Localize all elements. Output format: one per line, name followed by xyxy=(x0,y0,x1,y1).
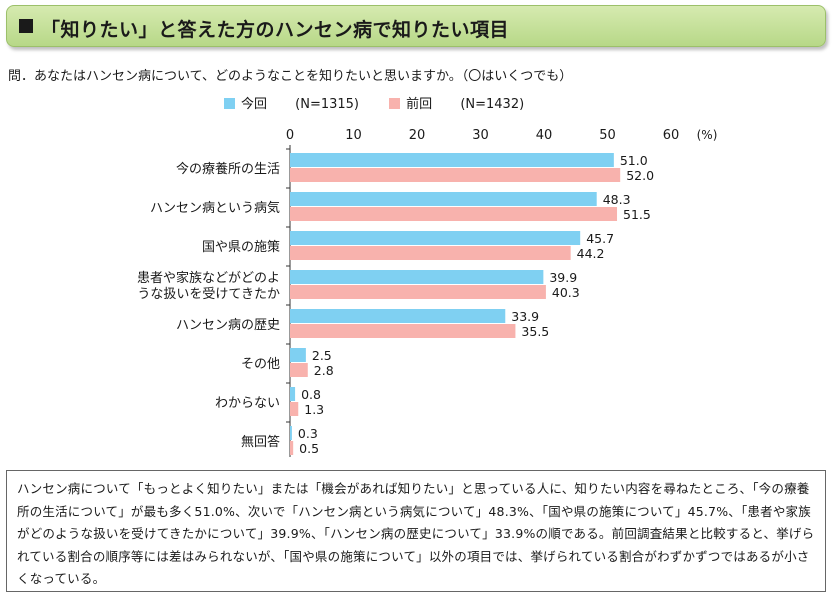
chart-legend: 今回 (N=1315) 前回 (N=1432) xyxy=(224,93,524,112)
data-label-current: 39.9 xyxy=(549,270,577,285)
data-label-previous: 1.3 xyxy=(304,402,324,417)
data-label-previous: 40.3 xyxy=(552,285,580,300)
legend-label-current: 今回 xyxy=(241,97,268,112)
data-label-current: 51.0 xyxy=(620,153,648,168)
data-label-previous: 0.5 xyxy=(299,441,319,456)
data-label-previous: 44.2 xyxy=(577,246,605,261)
bar-current xyxy=(290,348,306,362)
bar-previous xyxy=(290,441,294,455)
bar-previous xyxy=(290,207,618,221)
bar-previous xyxy=(290,402,299,416)
legend-n-current: (N=1315) xyxy=(295,97,360,112)
data-label-current: 0.3 xyxy=(298,426,318,441)
summary-note: ハンセン病について「もっとよく知りたい」または「機会があれば知りたい」と思ってい… xyxy=(6,470,826,592)
x-unit-label: (%) xyxy=(697,128,718,142)
data-label-current: 2.5 xyxy=(312,348,332,363)
data-label-current: 45.7 xyxy=(586,231,614,246)
category-label: うな扱いを受けてきたか xyxy=(137,287,280,302)
data-label-current: 33.9 xyxy=(511,309,539,324)
category-label: 無回答 xyxy=(241,434,280,450)
bar-previous xyxy=(290,246,571,260)
data-label-previous: 52.0 xyxy=(626,168,654,183)
category-label: ハンセン病という病気 xyxy=(150,200,280,216)
bar-current xyxy=(290,192,597,206)
x-tick-label: 10 xyxy=(345,128,362,143)
bar-current xyxy=(290,153,614,167)
category-label: 患者や家族などがどのよ xyxy=(137,270,280,286)
bar-current xyxy=(290,309,506,323)
bar-previous xyxy=(290,324,516,338)
bar-current xyxy=(290,231,581,245)
bar-current xyxy=(290,270,544,284)
legend-label-previous: 前回 xyxy=(406,97,433,112)
legend-swatch-current xyxy=(224,98,235,109)
category-label: 国や県の施策 xyxy=(202,239,280,255)
bar-previous xyxy=(290,363,308,377)
x-tick-label: 30 xyxy=(472,128,489,143)
x-tick-label: 20 xyxy=(409,128,426,143)
x-tick-label: 50 xyxy=(599,128,616,143)
x-tick-label: 40 xyxy=(536,128,553,143)
square-bullet-icon xyxy=(19,19,33,33)
category-label: ハンセン病の歴史 xyxy=(176,318,280,333)
category-label: その他 xyxy=(241,357,280,372)
legend-n-previous: (N=1432) xyxy=(460,97,525,112)
bar-current xyxy=(290,387,296,401)
data-label-previous: 2.8 xyxy=(314,363,334,378)
bar-previous xyxy=(290,168,621,182)
bar-previous xyxy=(290,285,546,299)
data-label-current: 0.8 xyxy=(301,387,321,402)
question-text: 問．あなたはハンセン病について、どのようなことを知りたいと思いますか。（〇はいく… xyxy=(8,69,573,84)
x-tick-label: 60 xyxy=(663,128,680,143)
category-label: わからない xyxy=(215,396,280,411)
data-label-previous: 51.5 xyxy=(623,207,651,222)
bar-chart: 0 10 20 30 40 50 60 (%) 今の療養所の生活 51.052.0 ハンセン病という… xyxy=(137,128,718,457)
page-title: 「知りたい」と答えた方のハンセン病で知りたい項目 xyxy=(41,19,510,41)
data-label-current: 48.3 xyxy=(603,192,631,207)
data-label-previous: 35.5 xyxy=(521,324,549,339)
title-bar: 「知りたい」と答えた方のハンセン病で知りたい項目 xyxy=(6,5,826,47)
x-tick-label: 0 xyxy=(286,128,294,143)
category-label: 今の療養所の生活 xyxy=(176,161,280,177)
bar-current xyxy=(290,426,292,440)
legend-swatch-previous xyxy=(389,98,401,109)
